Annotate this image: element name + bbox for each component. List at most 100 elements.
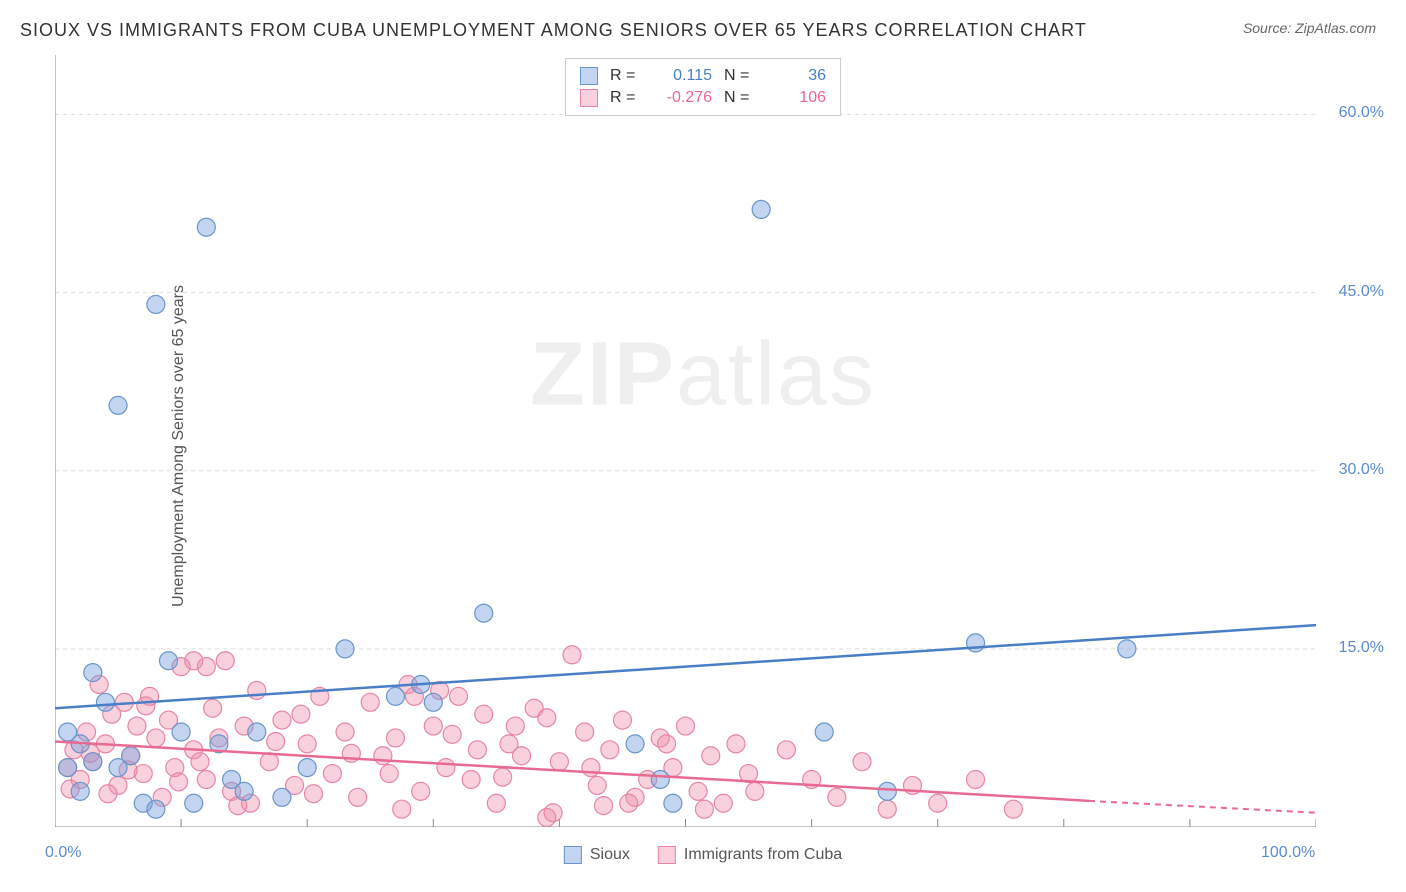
r-value: -0.276: [652, 89, 712, 107]
x-tick-label: 100.0%: [1261, 844, 1315, 862]
r-value: 0.115: [652, 67, 712, 85]
data-point: [216, 652, 234, 670]
data-point: [137, 697, 155, 715]
r-label: R =: [610, 89, 640, 107]
data-point: [853, 753, 871, 771]
data-point: [582, 759, 600, 777]
data-point: [336, 640, 354, 658]
data-point: [613, 711, 631, 729]
data-point: [714, 794, 732, 812]
data-point: [386, 687, 404, 705]
data-point: [298, 759, 316, 777]
data-point: [267, 732, 285, 750]
data-point: [878, 782, 896, 800]
data-point: [689, 782, 707, 800]
legend-swatch: [580, 67, 598, 85]
n-value: 36: [766, 67, 826, 85]
data-point: [59, 759, 77, 777]
data-point: [550, 753, 568, 771]
data-point: [204, 699, 222, 717]
data-point: [544, 804, 562, 822]
data-point: [336, 723, 354, 741]
data-point: [223, 770, 241, 788]
data-point: [191, 753, 209, 771]
series-legend: SiouxImmigrants from Cuba: [564, 846, 842, 864]
legend-swatch: [564, 846, 582, 864]
data-point: [777, 741, 795, 759]
data-point: [197, 658, 215, 676]
legend-label: Sioux: [590, 846, 630, 864]
data-point: [1118, 640, 1136, 658]
legend-swatch: [658, 846, 676, 864]
data-point: [412, 782, 430, 800]
data-point: [349, 788, 367, 806]
y-tick-label: 30.0%: [1339, 461, 1384, 479]
data-point: [96, 693, 114, 711]
data-point: [380, 765, 398, 783]
data-point: [595, 797, 613, 815]
data-point: [147, 800, 165, 818]
data-point: [292, 705, 310, 723]
data-point: [1004, 800, 1022, 818]
data-point: [658, 735, 676, 753]
data-point: [437, 759, 455, 777]
data-point: [84, 664, 102, 682]
data-point: [443, 725, 461, 743]
correlation-legend: R =0.115N =36R =-0.276N =106: [565, 58, 841, 116]
x-tick-label: 0.0%: [45, 844, 81, 862]
data-point: [386, 729, 404, 747]
chart-plot-area: [55, 55, 1316, 827]
data-point: [147, 729, 165, 747]
data-point: [450, 687, 468, 705]
data-point: [361, 693, 379, 711]
data-point: [109, 396, 127, 414]
data-point: [752, 200, 770, 218]
data-point: [695, 800, 713, 818]
data-point: [651, 770, 669, 788]
data-point: [122, 747, 140, 765]
n-label: N =: [724, 67, 754, 85]
data-point: [170, 773, 188, 791]
data-point: [323, 765, 341, 783]
data-point: [727, 735, 745, 753]
data-point: [393, 800, 411, 818]
data-point: [664, 794, 682, 812]
data-point: [815, 723, 833, 741]
legend-item: Sioux: [564, 846, 630, 864]
data-point: [475, 705, 493, 723]
data-point: [99, 785, 117, 803]
data-point: [159, 652, 177, 670]
data-point: [273, 711, 291, 729]
y-tick-label: 45.0%: [1339, 283, 1384, 301]
data-point: [878, 800, 896, 818]
data-point: [197, 218, 215, 236]
data-point: [677, 717, 695, 735]
y-tick-label: 15.0%: [1339, 639, 1384, 657]
data-point: [494, 768, 512, 786]
data-point: [487, 794, 505, 812]
data-point: [59, 723, 77, 741]
data-point: [147, 295, 165, 313]
data-point: [506, 717, 524, 735]
data-point: [576, 723, 594, 741]
data-point: [702, 747, 720, 765]
data-point: [563, 646, 581, 664]
data-point: [424, 693, 442, 711]
data-point: [248, 723, 266, 741]
data-point: [513, 747, 531, 765]
source-attribution: Source: ZipAtlas.com: [1243, 20, 1376, 36]
data-point: [626, 735, 644, 753]
data-point: [929, 794, 947, 812]
data-point: [475, 604, 493, 622]
trend-line: [55, 625, 1316, 708]
data-point: [746, 782, 764, 800]
data-point: [305, 785, 323, 803]
scatter-chart-svg: [55, 55, 1316, 827]
data-point: [538, 709, 556, 727]
data-point: [462, 770, 480, 788]
r-label: R =: [610, 67, 640, 85]
data-point: [172, 723, 190, 741]
data-point: [620, 794, 638, 812]
legend-row: R =-0.276N =106: [580, 87, 826, 109]
data-point: [424, 717, 442, 735]
